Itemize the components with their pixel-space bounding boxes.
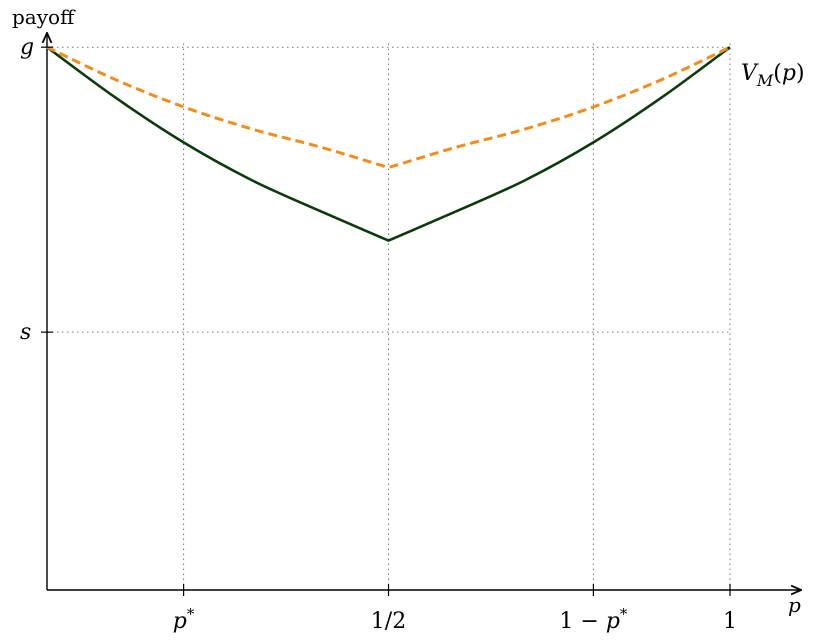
x-axis-title: p [788,593,801,617]
y-tick-label: s [20,320,31,345]
x-tick-label: p* [173,605,195,634]
axes [47,34,800,590]
x-tick-label: 1 [723,609,737,634]
y-tick-label: g [20,35,34,60]
y-axis-title: payoff [12,5,76,29]
dashed-series-line [46,45,731,170]
series [46,45,731,243]
grid [47,40,731,590]
x-tick-label: 1 − p* [559,605,628,634]
vm-series-line [46,46,731,243]
ticks: p* 1/2 1 − p* 1 g s [20,35,737,634]
x-tick-label: 1/2 [371,609,406,634]
series-label-vm: VM(p) [741,61,805,90]
